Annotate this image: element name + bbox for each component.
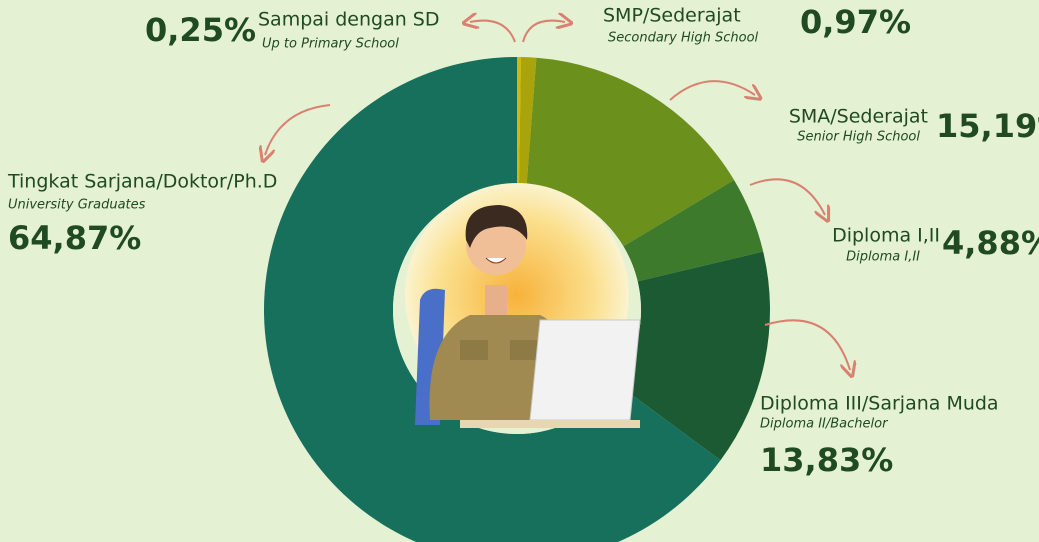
category-label: Diploma III/Sarjana Muda [760, 393, 999, 415]
category-label: Tingkat Sarjana/Doktor/Ph.D [7, 171, 277, 193]
category-label: SMP/Sederajat [603, 5, 741, 27]
chart: Sampai dengan SD Up to Primary School 0,25… [0, 0, 1039, 542]
category-subtitle: Secondary High School [608, 31, 759, 46]
category-subtitle: Up to Primary School [262, 37, 399, 52]
category-subtitle: Senior High School [797, 130, 920, 145]
value-label: 0,25% [145, 11, 256, 49]
value-label: 13,83% [760, 441, 893, 479]
value-label: 64,87% [8, 219, 141, 257]
value-label: 0,97% [800, 3, 911, 41]
category-label: SMA/Sederajat [789, 106, 928, 128]
category-label: Diploma I,II [832, 225, 940, 247]
category-subtitle: University Graduates [8, 198, 146, 213]
value-label: 4,88% [942, 224, 1039, 262]
category-subtitle: Diploma II/Bachelor [760, 417, 889, 432]
category-label: Sampai dengan SD [258, 9, 440, 31]
value-label: 15,19% [936, 107, 1039, 145]
category-subtitle: Diploma I,II [846, 250, 920, 265]
